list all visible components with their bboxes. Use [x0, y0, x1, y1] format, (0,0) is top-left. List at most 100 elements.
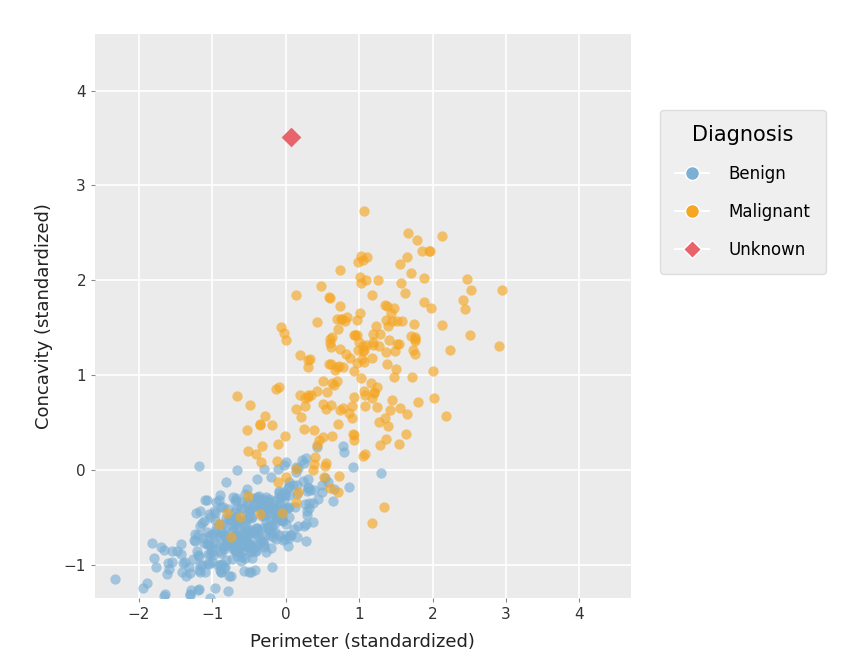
- Point: [217, 541, 231, 552]
- Point: [257, 539, 270, 550]
- Point: [257, 495, 270, 506]
- Point: [183, 588, 197, 599]
- Point: [378, 413, 392, 423]
- Point: [269, 534, 283, 544]
- Point: [372, 341, 385, 351]
- Point: [233, 511, 247, 522]
- Point: [271, 507, 285, 518]
- Point: [235, 552, 249, 562]
- Point: [318, 472, 332, 483]
- Point: [229, 512, 243, 523]
- Point: [356, 450, 370, 461]
- Point: [188, 536, 202, 546]
- Point: [358, 356, 372, 367]
- Point: [273, 500, 287, 511]
- Point: [140, 578, 154, 589]
- Point: [275, 491, 289, 501]
- Point: [409, 331, 422, 342]
- Point: [370, 401, 384, 412]
- Point: [252, 419, 266, 430]
- Point: [410, 235, 423, 246]
- Point: [244, 533, 257, 544]
- Point: [319, 404, 333, 415]
- Point: [270, 439, 284, 450]
- Point: [220, 521, 234, 532]
- Point: [200, 527, 214, 538]
- Point: [229, 495, 243, 505]
- Point: [259, 516, 273, 527]
- Point: [222, 514, 236, 525]
- Point: [301, 482, 314, 493]
- Point: [245, 540, 259, 551]
- Point: [238, 552, 252, 563]
- Point: [155, 541, 168, 552]
- Point: [226, 523, 240, 534]
- Point: [242, 499, 256, 509]
- Point: [398, 288, 412, 298]
- Point: [357, 386, 371, 396]
- Point: [213, 518, 226, 529]
- Point: [264, 543, 278, 554]
- Point: [283, 481, 296, 492]
- Point: [225, 526, 238, 536]
- Point: [379, 433, 393, 444]
- Point: [228, 538, 242, 549]
- Point: [333, 343, 346, 354]
- Point: [391, 339, 404, 350]
- Point: [213, 546, 227, 556]
- Point: [207, 508, 221, 519]
- Point: [332, 471, 346, 482]
- Point: [289, 462, 303, 472]
- Point: [229, 545, 243, 556]
- Point: [188, 508, 202, 519]
- Point: [301, 354, 314, 365]
- Point: [239, 515, 253, 526]
- Point: [276, 494, 290, 505]
- Point: [300, 506, 314, 517]
- Point: [191, 585, 205, 595]
- Point: [443, 345, 457, 355]
- Point: [354, 251, 368, 261]
- Point: [229, 544, 243, 555]
- Point: [321, 477, 335, 488]
- Point: [339, 349, 353, 360]
- Point: [187, 535, 201, 546]
- Point: [214, 566, 228, 577]
- Point: [385, 316, 399, 327]
- Point: [276, 515, 289, 526]
- Point: [298, 392, 312, 403]
- Point: [245, 513, 258, 524]
- Point: [456, 295, 470, 306]
- Point: [261, 497, 275, 507]
- Point: [241, 529, 255, 540]
- Point: [254, 536, 268, 546]
- Point: [358, 448, 372, 459]
- Point: [299, 453, 313, 464]
- Point: [275, 491, 289, 502]
- Point: [198, 494, 212, 505]
- Point: [240, 483, 254, 494]
- Point: [366, 336, 380, 347]
- Point: [296, 520, 310, 531]
- Point: [216, 502, 230, 513]
- Point: [307, 424, 321, 435]
- Point: [207, 506, 221, 517]
- Point: [367, 388, 381, 398]
- Point: [272, 488, 286, 499]
- Point: [256, 536, 270, 547]
- Point: [290, 480, 304, 491]
- Point: [358, 206, 372, 216]
- Point: [213, 495, 226, 506]
- Point: [308, 452, 321, 462]
- Point: [263, 493, 276, 504]
- Point: [351, 256, 365, 267]
- Point: [316, 399, 330, 410]
- Point: [317, 472, 331, 482]
- Point: [275, 321, 289, 332]
- Point: [334, 314, 348, 325]
- Point: [253, 502, 267, 513]
- Point: [290, 521, 304, 532]
- Point: [331, 419, 345, 429]
- Point: [346, 392, 360, 403]
- Point: [240, 528, 254, 539]
